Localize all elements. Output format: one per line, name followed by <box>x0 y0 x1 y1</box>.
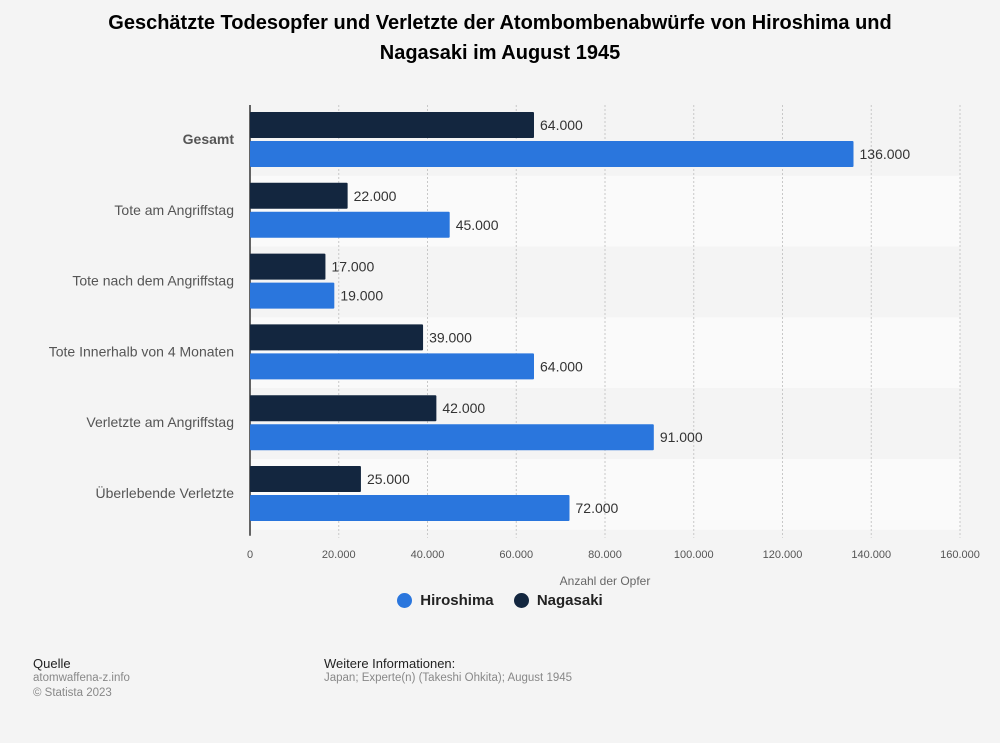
bar-hiroshima <box>250 424 654 451</box>
x-tick-label: 20.000 <box>322 549 356 561</box>
data-label-nagasaki: 22.000 <box>354 188 397 204</box>
category-label: Gesamt <box>183 131 235 147</box>
source-link[interactable]: atomwaffena-z.info <box>33 672 130 684</box>
chart-title: Geschätzte Todesopfer und Verletzte der … <box>40 8 960 68</box>
data-label-hiroshima: 45.000 <box>456 217 499 233</box>
category-label: Tote am Angriffstag <box>114 202 234 218</box>
bar-hiroshima <box>250 282 335 309</box>
x-tick-label: 40.000 <box>411 549 445 561</box>
x-tick-label: 140.000 <box>851 549 891 561</box>
info-label[interactable]: Weitere Informationen: <box>324 656 456 671</box>
info-text: Japan; Experte(n) (Takeshi Ohkita); Augu… <box>324 672 573 684</box>
chart-title-line-1: Geschätzte Todesopfer und Verletzte der … <box>108 12 892 34</box>
bar-hiroshima <box>250 141 854 167</box>
x-tick-label: 0 <box>247 549 253 561</box>
bar-chart: 0 20.000 40.000 60.000 80.000 100.000 120.000 1… <box>49 105 980 588</box>
bar-nagasaki <box>250 253 326 280</box>
legend-item-nagasaki[interactable]: Nagasaki <box>513 592 603 609</box>
data-label-nagasaki: 39.000 <box>429 329 472 345</box>
chart-title-line-2: Nagasaki im August 1945 <box>379 42 621 64</box>
chart-legend: Hiroshima Nagasaki <box>0 592 1000 612</box>
info-block: Weitere Informationen: Japan; Experte(n)… <box>324 656 572 686</box>
x-axis-title: Anzahl der Opfer <box>560 574 651 588</box>
category-label: Überlebende Verletzte <box>95 484 234 501</box>
bar-hiroshima <box>250 211 450 238</box>
bar-nagasaki <box>250 466 361 492</box>
copyright: © Statista 2023 <box>33 687 112 699</box>
data-label-nagasaki: 17.000 <box>331 259 374 275</box>
legend-marker-nagasaki <box>513 593 529 608</box>
category-label: Tote nach dem Angriffstag <box>72 273 234 289</box>
x-tick-label: 100.000 <box>674 549 714 561</box>
bar-nagasaki <box>250 182 348 209</box>
x-tick-label: 160.000 <box>940 549 980 561</box>
legend-label-nagasaki: Nagasaki <box>536 592 603 609</box>
data-label-hiroshima: 64.000 <box>540 358 583 374</box>
data-label-nagasaki: 25.000 <box>367 471 410 487</box>
data-label-nagasaki: 64.000 <box>540 117 583 133</box>
x-tick-label: 80.000 <box>588 549 622 561</box>
legend-label-hiroshima: Hiroshima <box>420 592 494 609</box>
x-tick-label: 120.000 <box>763 549 803 561</box>
legend-marker-hiroshima <box>397 593 413 608</box>
legend-item-hiroshima[interactable]: Hiroshima <box>397 592 494 609</box>
x-tick-label: 60.000 <box>499 549 533 561</box>
source-label: Quelle <box>33 656 71 671</box>
bar-nagasaki <box>250 324 424 351</box>
bar-nagasaki <box>250 395 437 422</box>
category-label: Verletzte am Angriffstag <box>86 414 234 430</box>
data-label-hiroshima: 136.000 <box>860 146 911 162</box>
category-label: Tote Innerhalb von 4 Monaten <box>49 343 234 359</box>
bar-hiroshima <box>250 495 570 521</box>
data-label-hiroshima: 72.000 <box>576 500 619 516</box>
data-label-hiroshima: 91.000 <box>660 429 703 445</box>
bar-nagasaki <box>250 112 534 138</box>
bar-hiroshima <box>250 353 534 380</box>
data-label-hiroshima: 19.000 <box>340 288 383 304</box>
data-label-nagasaki: 42.000 <box>442 400 485 416</box>
source-block: Quelle atomwaffena-z.info © Statista 202… <box>33 656 130 701</box>
